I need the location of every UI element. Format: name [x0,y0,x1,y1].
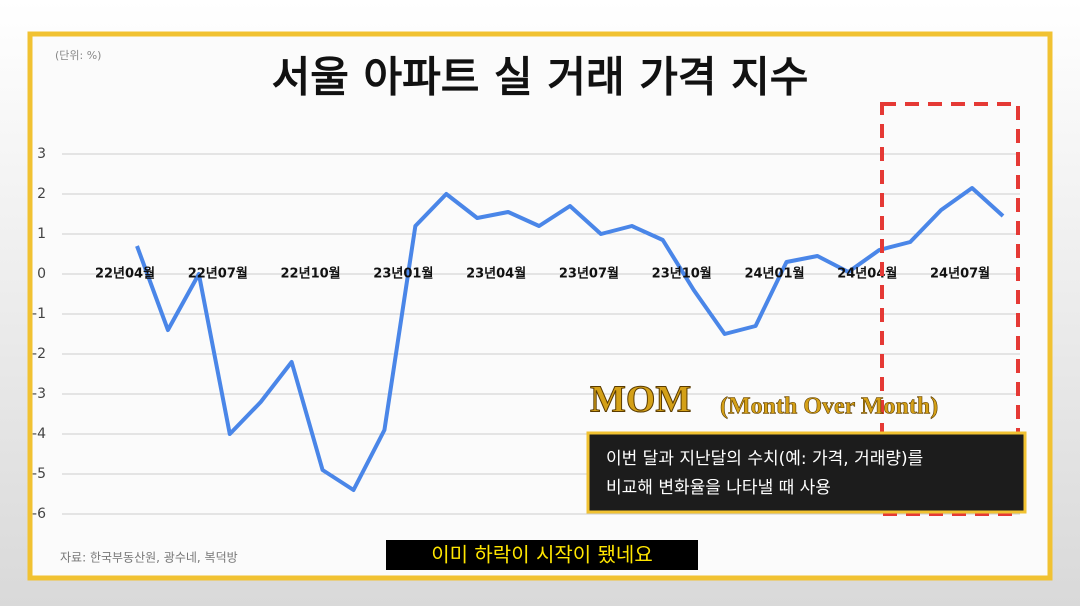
mom-title: MOM [590,379,691,421]
x-tick-label: 23년10월 [652,266,712,282]
y-tick-label: -2 [32,346,46,362]
caption-box [386,540,698,570]
y-tick-label: 2 [37,186,46,202]
y-tick-label: -1 [32,306,46,322]
x-tick-label: 22년10월 [281,266,341,282]
x-tick-label: 22년04월 [95,266,155,282]
mom-subtitle: (Month Over Month) [720,394,938,420]
mom-box [586,431,1027,514]
y-tick-label: 1 [37,226,46,242]
y-tick-label: 3 [37,146,46,162]
x-tick-label: 23년04월 [466,266,526,282]
source: 자료: 한국부동산원, 광수네, 복덕방 [60,551,238,565]
x-tick-label: 24년01월 [744,266,804,282]
mom-line: 비교해 변화율을 나타낼 때 사용 [606,478,831,498]
x-tick-label: 24년07월 [930,266,990,282]
y-tick-label: -4 [32,426,46,442]
y-tick-label: 0 [37,266,46,282]
x-tick-label: 22년07월 [188,266,248,282]
line [135,186,1005,492]
caption: 이미 하락이 시작이 됐네요 [431,543,652,567]
x-tick-label: 24년04월 [837,266,897,282]
mom-line: 이번 달과 지난달의 수치(예: 가격, 거래량)를 [606,449,923,469]
highlight-box [880,102,1020,516]
x-tick-label: 23년01월 [373,266,433,282]
y-tick-label: -3 [32,386,46,402]
x-tick-label: 23년07월 [559,266,619,282]
y-tick-label: -5 [32,466,46,482]
unit-label: (단위: %) [55,49,101,62]
y-tick-label: -6 [32,506,46,522]
chart-title: 서울 아파트 실 거래 가격 지수 [272,53,809,102]
